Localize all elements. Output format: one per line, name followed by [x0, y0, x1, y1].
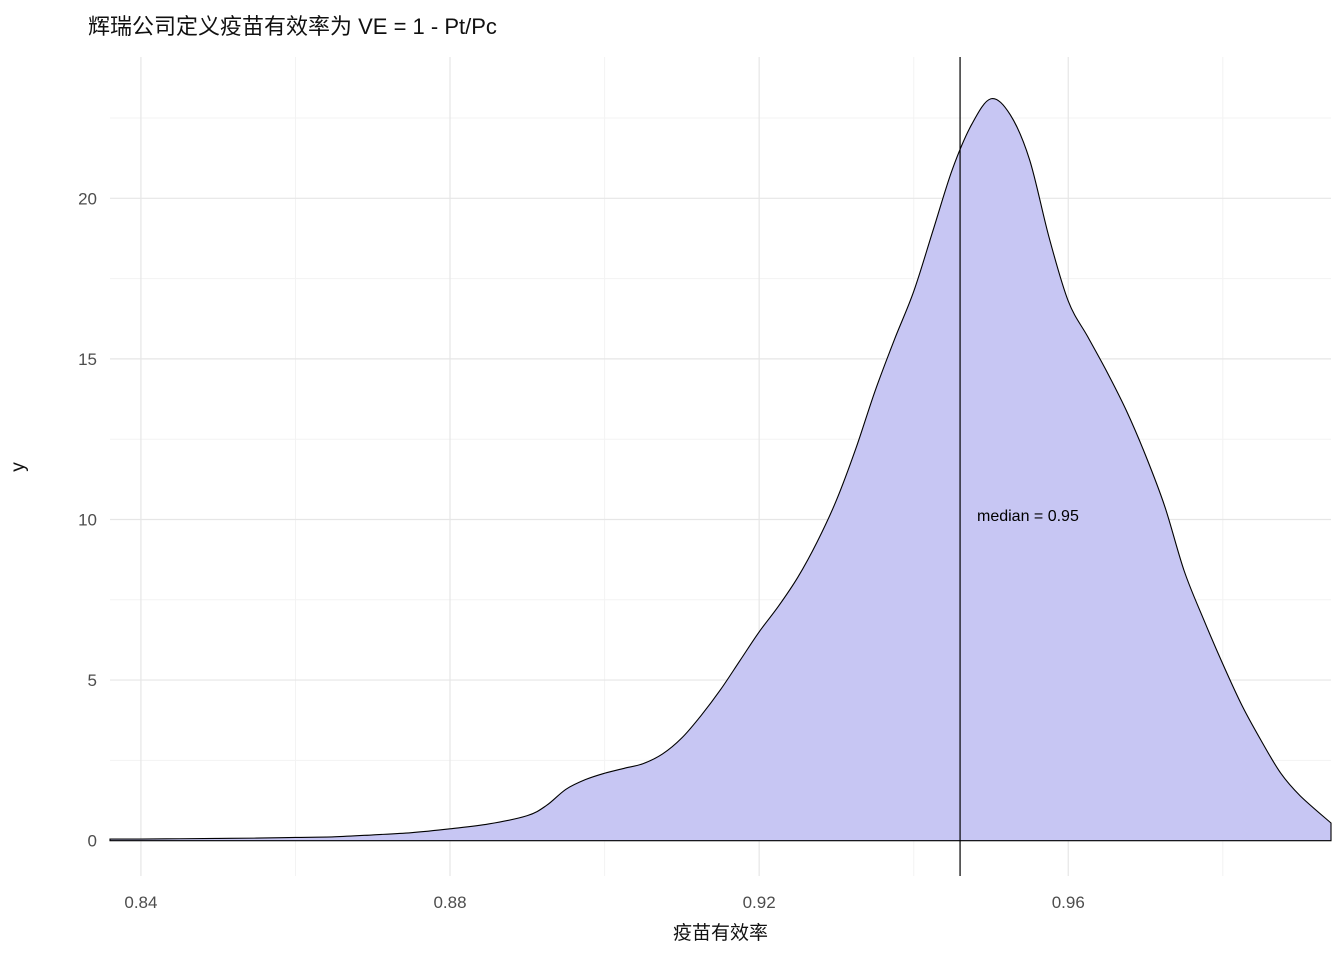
- y-tick-label: 0: [88, 832, 97, 851]
- y-tick-label: 5: [88, 671, 97, 690]
- y-axis-label: y: [7, 462, 29, 472]
- y-tick-label: 10: [78, 510, 97, 529]
- y-tick-label: 20: [78, 189, 97, 208]
- chart-title: 辉瑞公司定义疫苗有效率为 VE = 1 - Pt/Pc: [88, 14, 497, 39]
- x-tick-label: 0.92: [743, 893, 776, 912]
- x-tick-label: 0.96: [1052, 893, 1085, 912]
- x-axis-label: 疫苗有效率: [672, 923, 768, 944]
- median-annotation: median = 0.95: [977, 508, 1079, 525]
- x-tick-label: 0.84: [124, 893, 157, 912]
- density-curve: [109, 98, 1332, 842]
- x-tick-label: 0.88: [433, 893, 466, 912]
- y-tick-label: 15: [78, 350, 97, 369]
